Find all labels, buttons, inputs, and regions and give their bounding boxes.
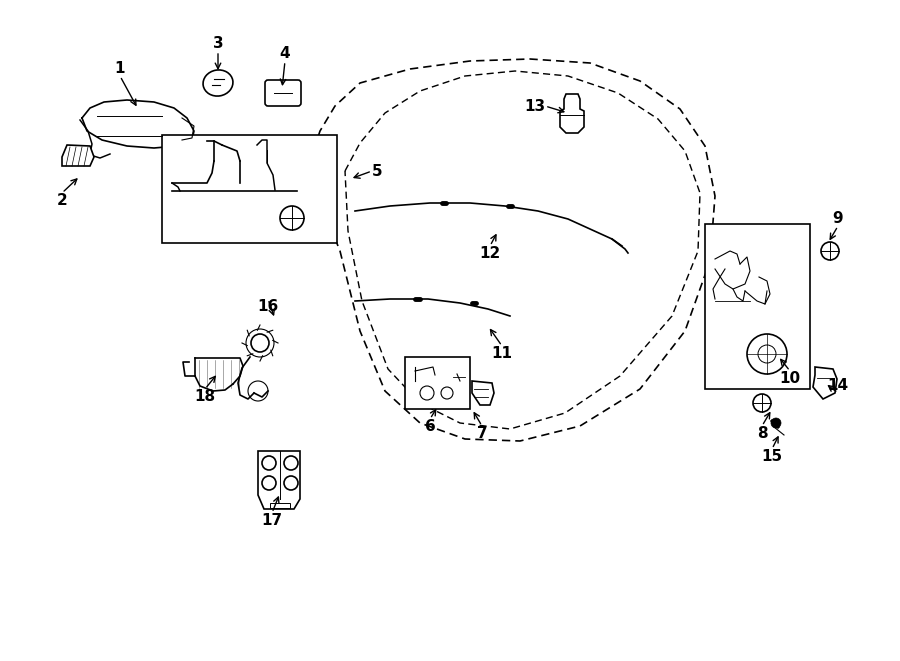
Polygon shape [270, 503, 290, 508]
Text: 6: 6 [425, 419, 436, 434]
Ellipse shape [203, 70, 233, 96]
Text: 12: 12 [480, 246, 500, 261]
Text: 3: 3 [212, 36, 223, 51]
Text: 5: 5 [372, 163, 382, 178]
Text: 11: 11 [491, 346, 512, 361]
Polygon shape [62, 145, 94, 166]
Text: 2: 2 [57, 193, 68, 208]
Circle shape [251, 334, 269, 352]
Text: 7: 7 [477, 426, 487, 441]
Text: 14: 14 [827, 378, 849, 393]
Text: 9: 9 [832, 211, 843, 226]
Text: 8: 8 [757, 426, 768, 441]
Circle shape [771, 418, 781, 428]
Text: 16: 16 [257, 299, 279, 314]
Text: 15: 15 [761, 449, 783, 464]
Polygon shape [472, 381, 494, 405]
Polygon shape [813, 367, 837, 399]
Text: 4: 4 [280, 46, 291, 61]
Circle shape [262, 456, 276, 470]
Text: 18: 18 [194, 389, 216, 404]
Text: 13: 13 [524, 98, 545, 114]
Circle shape [262, 476, 276, 490]
Polygon shape [258, 451, 300, 509]
Polygon shape [560, 94, 584, 133]
Bar [405, 357, 470, 409]
Circle shape [821, 242, 839, 260]
Text: 10: 10 [779, 371, 801, 386]
Text: 17: 17 [261, 513, 283, 528]
Circle shape [284, 476, 298, 490]
Circle shape [753, 394, 771, 412]
Circle shape [284, 456, 298, 470]
Text: 1: 1 [115, 61, 125, 76]
Bar [705, 224, 810, 389]
Bar [162, 135, 337, 243]
